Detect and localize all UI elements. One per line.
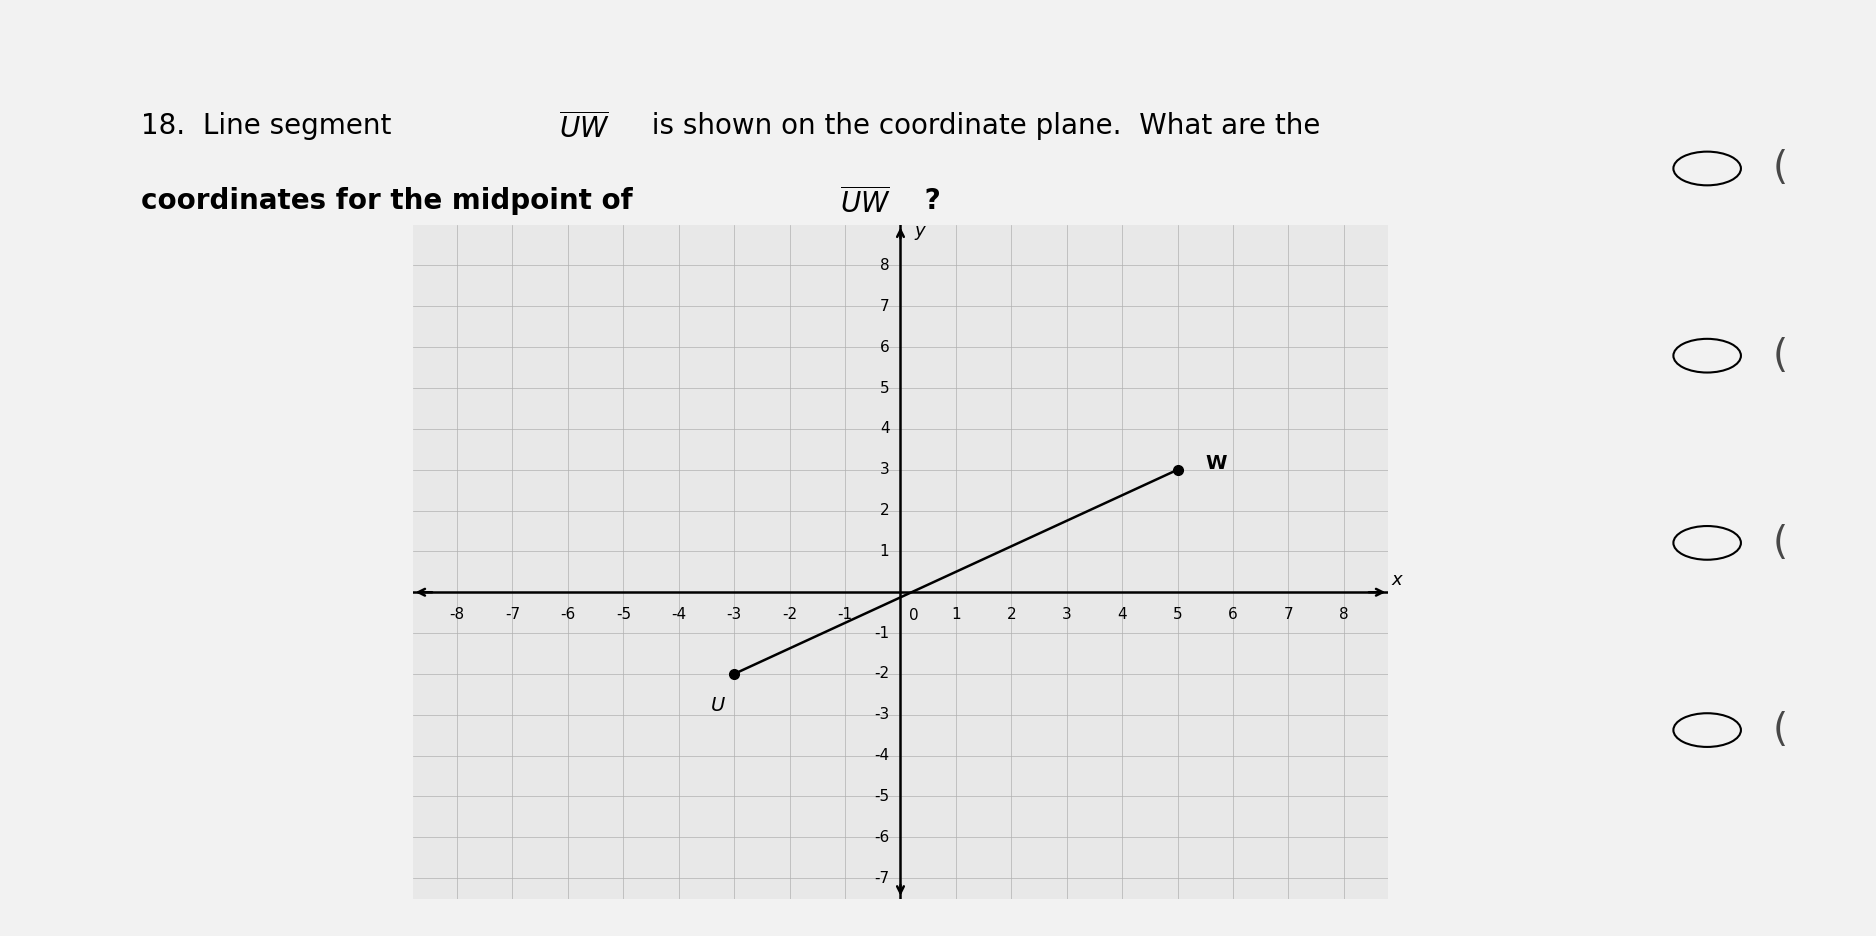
- Text: $\overline{UW}$: $\overline{UW}$: [559, 112, 610, 144]
- Text: is shown on the coordinate plane.  What are the: is shown on the coordinate plane. What a…: [634, 112, 1321, 140]
- Text: (: (: [1773, 337, 1788, 374]
- Text: -7: -7: [874, 870, 889, 885]
- Text: 1: 1: [880, 544, 889, 559]
- Text: (: (: [1773, 150, 1788, 187]
- Text: 5: 5: [1172, 607, 1182, 622]
- Text: (: (: [1773, 524, 1788, 562]
- Text: -5: -5: [874, 789, 889, 804]
- Text: 8: 8: [880, 258, 889, 273]
- Text: 4: 4: [1118, 607, 1127, 622]
- Text: W: W: [1206, 454, 1227, 473]
- Text: -3: -3: [726, 607, 741, 622]
- Text: -4: -4: [874, 748, 889, 763]
- Text: 7: 7: [1283, 607, 1293, 622]
- Text: -7: -7: [505, 607, 520, 622]
- Text: -2: -2: [782, 607, 797, 622]
- Text: x: x: [1392, 571, 1401, 589]
- Text: 18.  Line segment: 18. Line segment: [141, 112, 400, 140]
- Text: 1: 1: [951, 607, 961, 622]
- Text: y: y: [915, 222, 925, 240]
- Text: 3: 3: [1062, 607, 1071, 622]
- Text: 5: 5: [880, 381, 889, 396]
- Text: -6: -6: [874, 830, 889, 845]
- Text: 3: 3: [880, 462, 889, 477]
- Text: ?: ?: [915, 187, 942, 215]
- Text: 8: 8: [1339, 607, 1349, 622]
- Text: (: (: [1773, 711, 1788, 749]
- Text: -5: -5: [615, 607, 630, 622]
- Text: coordinates for the midpoint of: coordinates for the midpoint of: [141, 187, 642, 215]
- Text: -4: -4: [672, 607, 687, 622]
- Text: -3: -3: [874, 708, 889, 723]
- Text: $\overline{UW}$: $\overline{UW}$: [840, 187, 891, 219]
- Text: 0: 0: [908, 607, 919, 622]
- Text: -1: -1: [837, 607, 852, 622]
- Text: 2: 2: [1007, 607, 1017, 622]
- Text: -1: -1: [874, 625, 889, 640]
- Text: 7: 7: [880, 299, 889, 314]
- Text: 6: 6: [880, 340, 889, 355]
- Text: -2: -2: [874, 666, 889, 681]
- Text: 6: 6: [1229, 607, 1238, 622]
- Text: U: U: [711, 696, 724, 715]
- Text: -8: -8: [450, 607, 465, 622]
- Text: 4: 4: [880, 421, 889, 436]
- Text: -6: -6: [561, 607, 576, 622]
- Text: 2: 2: [880, 503, 889, 518]
